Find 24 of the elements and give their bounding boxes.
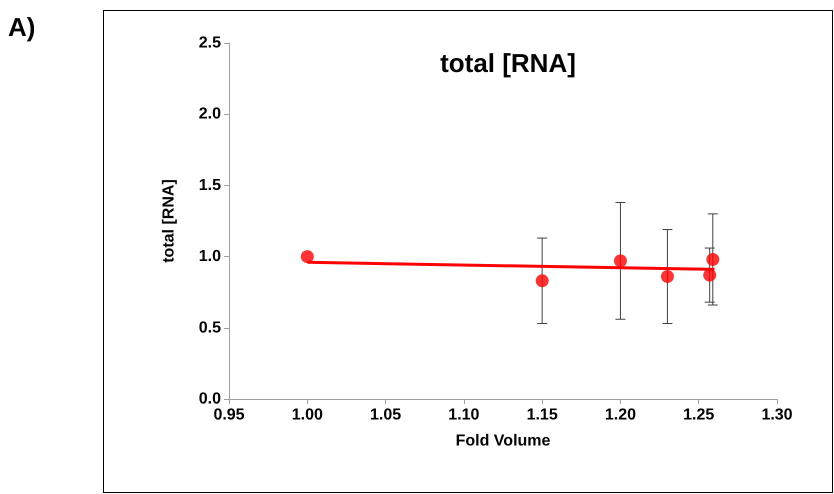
point (703, 268, 716, 282)
y-tick-label: 1.5 (198, 176, 222, 194)
text: A) (8, 12, 36, 43)
x-axis-title: Fold Volume (456, 432, 551, 450)
x-tick-label: 1.30 (761, 406, 793, 424)
y-axis-title: total [RNA] (160, 179, 178, 263)
point (300, 250, 314, 264)
y-tick-label: 2.5 (198, 34, 222, 52)
point (660, 270, 674, 284)
x-tick-label: 1.15 (526, 406, 558, 424)
chart-title: total [RNA] (440, 48, 576, 78)
point (614, 254, 627, 268)
y-tick-label: 0.0 (198, 390, 222, 408)
x-tick-label: 1.05 (370, 406, 402, 424)
x-tick-label: 1.20 (604, 406, 636, 424)
point (536, 274, 549, 288)
x-tick-label: 0.95 (213, 406, 245, 424)
x-tick-label: 1.25 (683, 406, 714, 424)
point (706, 252, 720, 266)
y-tick-label: 2.0 (198, 106, 222, 123)
y-tick-label: 1.0 (198, 248, 222, 266)
x-tick-label: 1.00 (292, 406, 323, 424)
y-tick-label: 0.5 (198, 319, 222, 336)
x-tick-label: 1.10 (448, 406, 480, 424)
